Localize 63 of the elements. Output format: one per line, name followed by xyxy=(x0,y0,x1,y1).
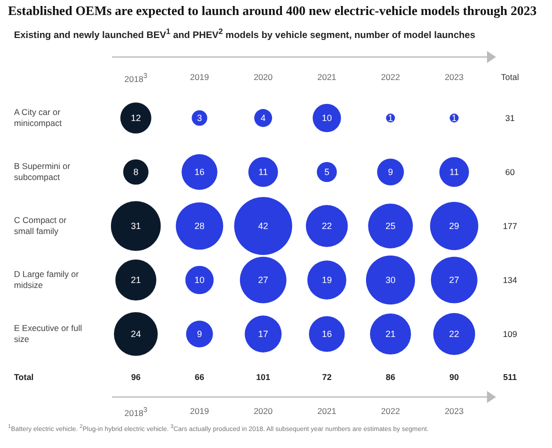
data-label: 24 xyxy=(130,329,141,340)
data-label: 22 xyxy=(322,221,332,232)
x-tick-label: 2020 xyxy=(254,72,273,82)
y-tick-label: B Supermini or subcompact xyxy=(14,161,72,183)
y2-tick-label: 31 xyxy=(505,113,515,123)
category-label: 2020 xyxy=(254,406,273,416)
data-label: 4 xyxy=(260,113,266,124)
x-tick-label: 2019 xyxy=(190,72,209,82)
data-label: 16 xyxy=(194,167,205,178)
data-label: 16 xyxy=(322,329,332,340)
text: Total xyxy=(14,372,34,382)
data-label: 31 xyxy=(130,221,141,232)
data-label: 12 xyxy=(130,113,141,124)
y-tick-label: A City car or minicompact xyxy=(14,107,63,129)
data-label: 9 xyxy=(196,329,202,340)
data-label: 19 xyxy=(322,275,332,286)
data-label: 11 xyxy=(258,167,268,178)
chart-title: Established OEMs are expected to launch around 400 new electric-vehicle models through 2023 xyxy=(8,3,537,19)
chart-subtitle: Existing and newly launched BEV$^{1}$ and PHEV$^{2}$ models by vehicle segment, number of model launches xyxy=(14,27,476,42)
data-label: 27 xyxy=(449,275,460,286)
y-tick-label: C Compact or small family xyxy=(14,215,68,237)
data-label: 25 xyxy=(385,221,396,232)
data-label: 21 xyxy=(130,275,141,286)
text: 66 xyxy=(194,372,204,382)
text: 511 xyxy=(503,372,517,382)
x-tick-label: 2018$^{3}$ xyxy=(124,72,148,84)
category-label: 2023 xyxy=(444,406,464,416)
data-label: 21 xyxy=(385,329,396,340)
y-tick-label: D Large family or midsize xyxy=(14,269,80,291)
x-tick-label: 2021 xyxy=(317,72,336,82)
data-label: 28 xyxy=(194,221,205,232)
data-label: 17 xyxy=(258,329,268,340)
data-label: 11 xyxy=(449,167,459,178)
y-tick-label: E Executive or full size xyxy=(14,323,84,345)
data-label: 5 xyxy=(324,167,330,178)
data-label: 29 xyxy=(449,221,460,232)
data-label: 42 xyxy=(258,221,268,232)
text: 101 xyxy=(256,372,270,382)
data-label: 1 xyxy=(452,113,457,124)
data-label: 22 xyxy=(449,329,460,340)
text: 90 xyxy=(449,372,459,382)
data-label: 27 xyxy=(258,275,268,286)
x-tick-label: 2023 xyxy=(444,72,464,82)
text: 96 xyxy=(131,372,141,382)
text: 86 xyxy=(386,372,396,382)
y2-axis-title: Total xyxy=(501,72,519,82)
y2-tick-label: 60 xyxy=(505,167,515,177)
text: 72 xyxy=(322,372,332,382)
data-label: 1 xyxy=(388,113,394,124)
y2-tick-label: 109 xyxy=(502,329,518,339)
data-label: 10 xyxy=(322,113,332,124)
x-tick-label: 2022 xyxy=(381,72,400,82)
data-label: 3 xyxy=(196,113,202,124)
y2-tick-label: 177 xyxy=(502,221,518,231)
category-label: 2021 xyxy=(317,406,336,416)
y2-tick-label: 134 xyxy=(502,275,518,285)
category-label: 2022 xyxy=(381,406,400,416)
data-label: 9 xyxy=(388,167,394,178)
category-label: 2018$^{3}$ xyxy=(124,406,148,418)
data-label: 30 xyxy=(385,275,396,286)
data-label: 10 xyxy=(194,275,205,286)
data-label: 8 xyxy=(133,167,138,178)
category-label: 2019 xyxy=(190,406,209,416)
